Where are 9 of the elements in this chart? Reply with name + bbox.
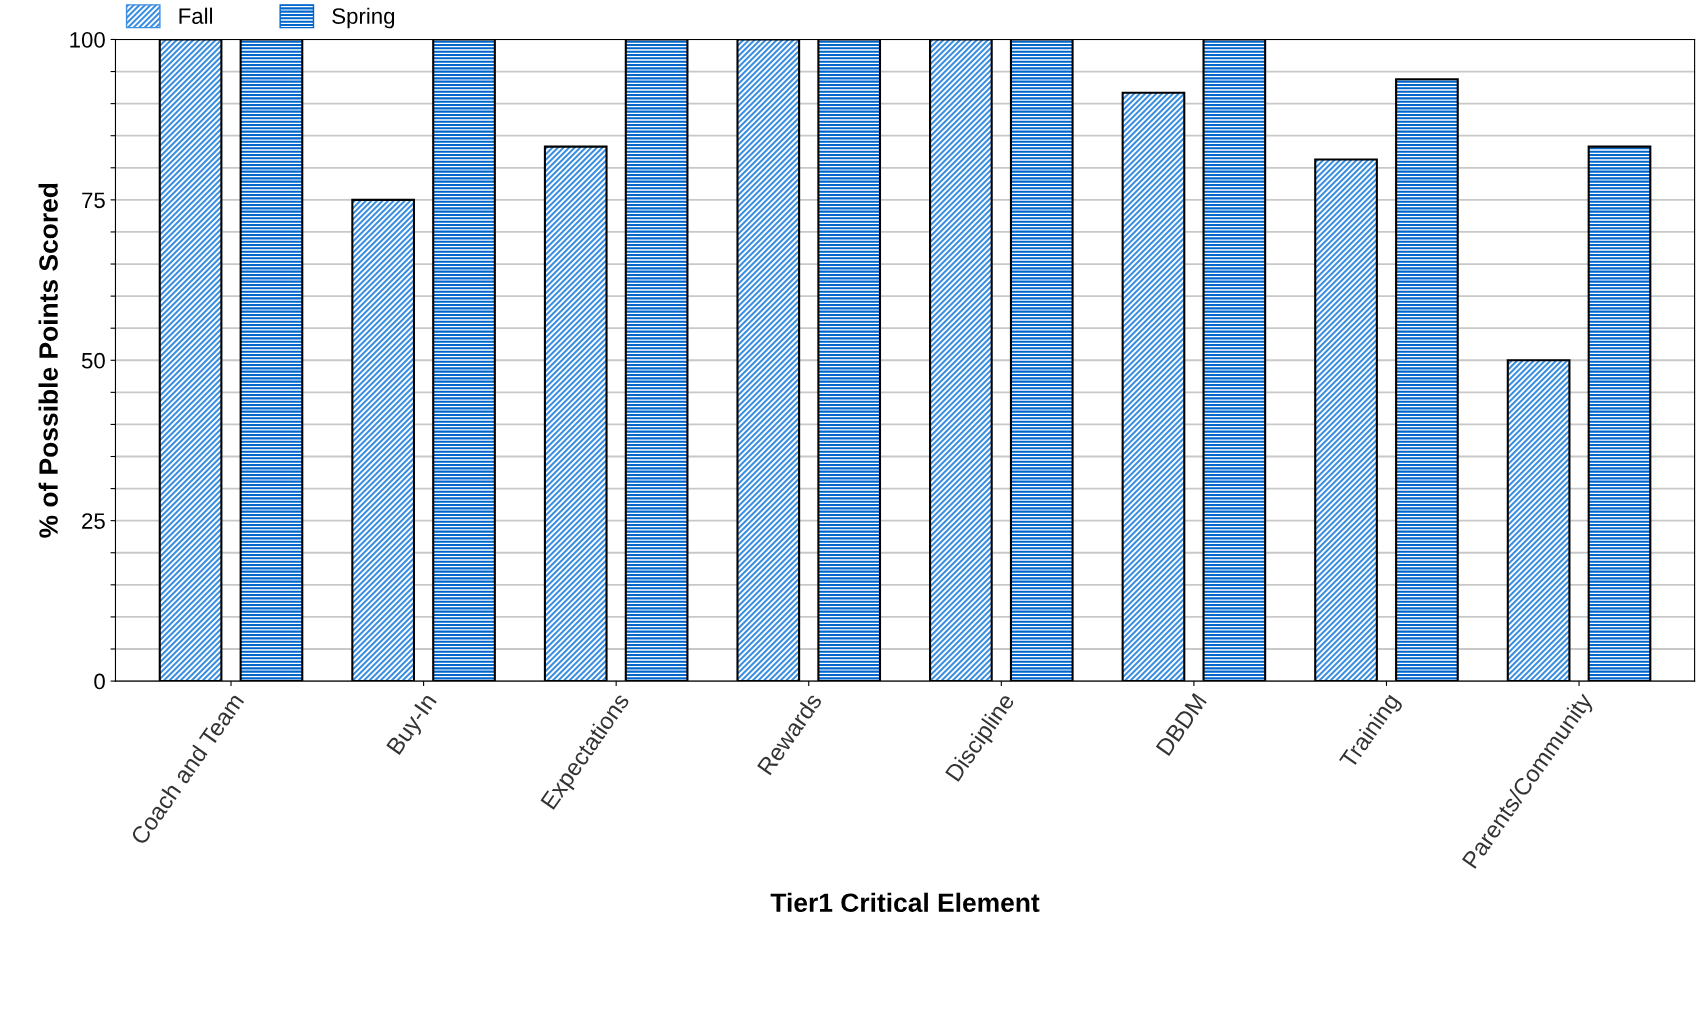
legend-label: Fall	[179, 7, 213, 24]
y-tick-label: 75	[82, 192, 105, 209]
y-tick-label: 0	[94, 673, 105, 690]
y-tick-label: 50	[81, 352, 105, 369]
legend-label: Spring	[332, 7, 395, 29]
x-axis-title: Tier1 Critical Element	[770, 892, 1040, 913]
y-tick-label: 25	[82, 513, 105, 529]
y-axis-title: % of Possible Points Scored	[38, 183, 58, 538]
y-tick-label: 100	[70, 32, 105, 48]
